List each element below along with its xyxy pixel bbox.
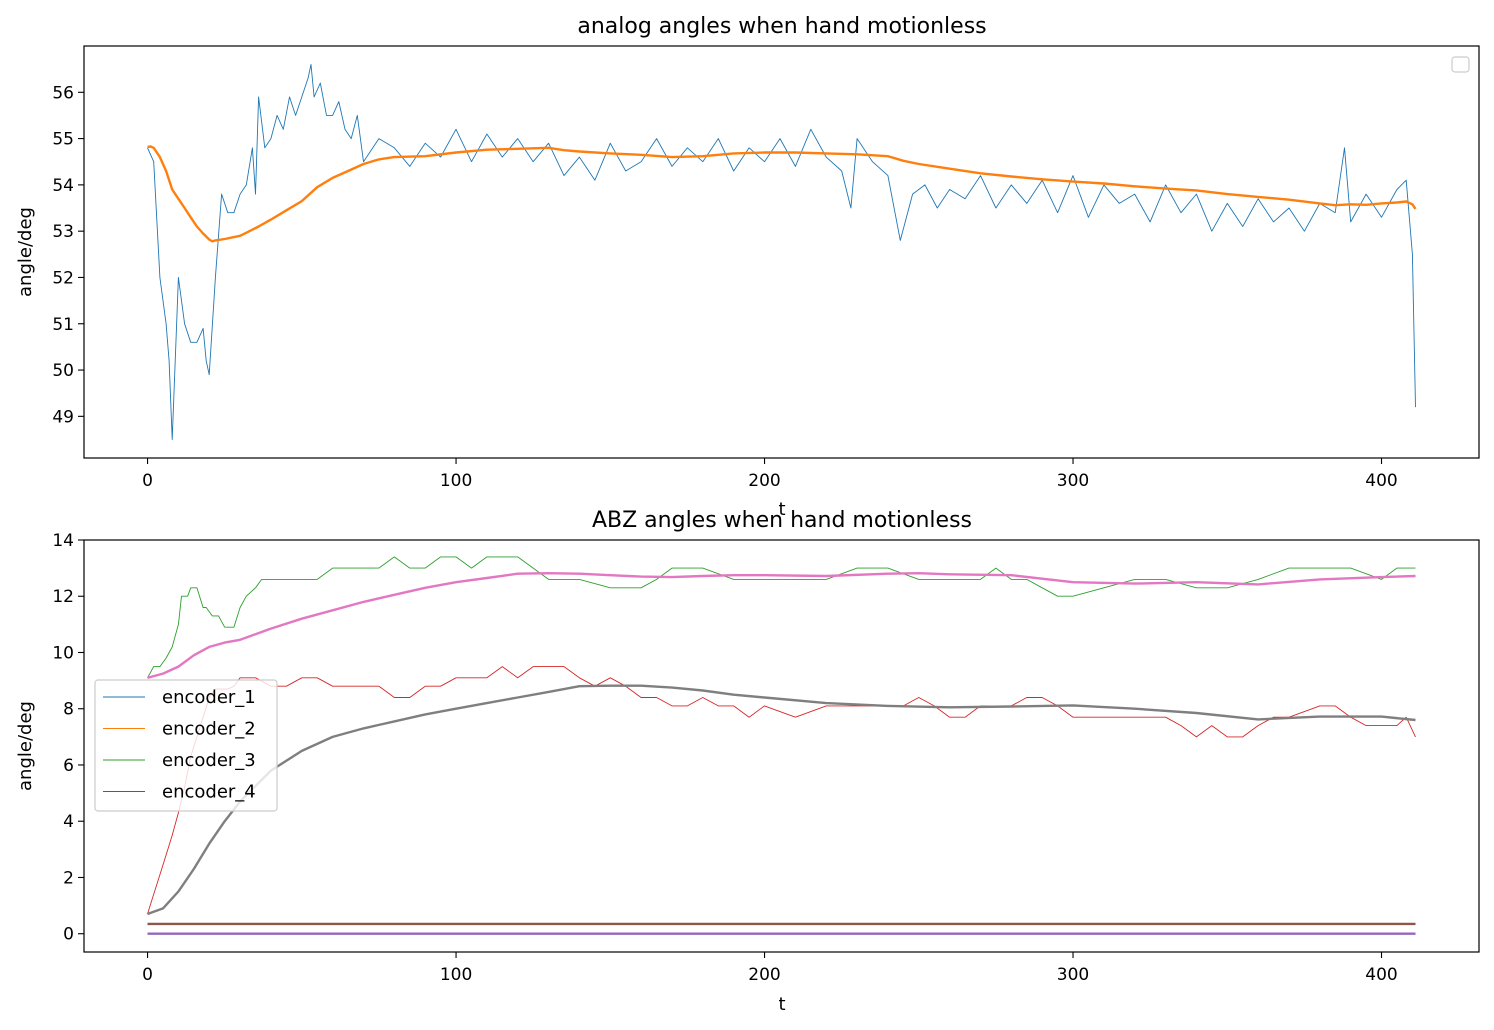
top-chart: analog angles when hand motionless 0 100 2…	[15, 14, 1480, 520]
top-chart-x-ticks: 0 100 200 300 400	[142, 458, 1398, 491]
series-0-line	[147, 64, 1416, 440]
bottom-chart: ABZ angles when hand motionless 0 100 200 3…	[15, 508, 1480, 1015]
top-chart-frame	[83, 45, 1480, 459]
y-tick-label: 12	[52, 587, 74, 607]
y-tick-label: 8	[63, 700, 74, 720]
encoder_3-line	[147, 556, 1416, 679]
bottom-chart-x-label: t	[778, 994, 785, 1015]
bottom-chart-frame	[83, 539, 1480, 953]
y-tick-label: 53	[52, 222, 74, 242]
legend-label: encoder_4	[162, 782, 256, 803]
x-tick-label: 200	[748, 471, 780, 491]
bottom-chart-y-ticks: 0 2 4 6 8 10 12 14	[52, 531, 84, 945]
legend-label: encoder_2	[162, 719, 256, 740]
y-tick-label: 54	[52, 176, 74, 196]
y-tick-label: 0	[63, 925, 74, 945]
top-chart-title: analog angles when hand motionless	[577, 14, 986, 39]
x-tick-label: 200	[748, 965, 780, 985]
y-tick-label: 4	[63, 812, 74, 832]
x-tick-label: 100	[440, 471, 472, 491]
legend-label: encoder_1	[162, 687, 256, 708]
x-tick-label: 100	[440, 965, 472, 985]
x-tick-label: 300	[1057, 471, 1089, 491]
top-chart-x-label: t	[778, 499, 785, 520]
y-tick-label: 56	[52, 83, 74, 103]
y-tick-label: 55	[52, 130, 74, 150]
bottom-chart-title: ABZ angles when hand motionless	[592, 508, 972, 533]
bottom-chart-x-ticks: 0 100 200 300 400	[142, 952, 1398, 985]
legend-box	[94, 679, 278, 812]
y-tick-label: 6	[63, 756, 74, 776]
y-tick-label: 10	[52, 643, 74, 663]
x-tick-label: 400	[1365, 965, 1397, 985]
x-tick-label: 300	[1057, 965, 1089, 985]
y-tick-label: 2	[63, 868, 74, 888]
x-tick-label: 0	[142, 965, 153, 985]
series-6-line	[147, 572, 1416, 679]
top-chart-y-ticks: 49 50 51 52 53 54 55 56	[52, 83, 84, 427]
y-tick-label: 50	[52, 361, 74, 381]
y-tick-label: 52	[52, 268, 74, 288]
x-tick-label: 400	[1365, 471, 1397, 491]
top-chart-empty-legend	[1451, 56, 1470, 73]
y-tick-label: 49	[52, 407, 74, 427]
legend-label: encoder_3	[162, 750, 256, 771]
y-tick-label: 14	[52, 531, 74, 551]
x-tick-label: 0	[142, 471, 153, 491]
top-chart-series	[147, 64, 1417, 440]
top-chart-y-label: angle/deg	[15, 207, 36, 297]
bottom-chart-y-label: angle/deg	[15, 701, 36, 791]
y-tick-label: 51	[52, 315, 74, 335]
series-1-line	[147, 145, 1417, 243]
bottom-chart-legend: encoder_1 encoder_2 encoder_3 encoder_4	[94, 679, 278, 812]
